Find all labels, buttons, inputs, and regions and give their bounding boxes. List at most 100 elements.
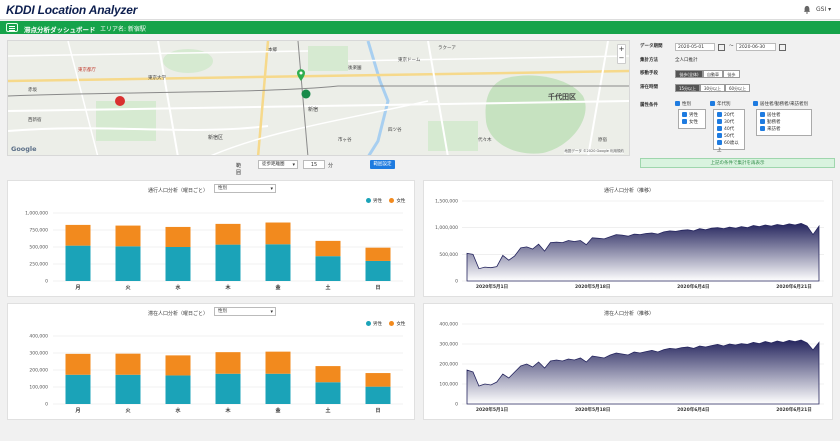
map-zoom-control[interactable]: + − — [617, 44, 626, 64]
y-tick-label: 0 — [455, 279, 458, 285]
bar-female — [65, 224, 91, 246]
age-option[interactable]: 60歳以上 — [717, 140, 739, 153]
map-label: 新宿区 — [208, 134, 223, 141]
age-option[interactable]: 20代 — [717, 112, 741, 119]
radius-mode-select[interactable]: 徒歩距離圏 — [258, 160, 298, 169]
radius-value-input[interactable]: 15 — [303, 160, 325, 169]
dashboard-title: 滞点分析ダッシュボード — [24, 26, 96, 34]
dashboard-header: 滞点分析ダッシュボード エリア名: 新宿駅 — [0, 21, 840, 34]
map-view[interactable]: 東京都庁 新宿 四ツ谷 千代田区 東京ドーム ラクーア 新宿区 本郷 東京大学 … — [7, 40, 630, 156]
x-tick-label: 2020年6月21日 — [776, 406, 811, 413]
chart-card-traffic-trend: 通行人口分析（推移） 0 500,000 1,000,000 1,500,000 202… — [423, 180, 833, 297]
x-tick-label: 金 — [274, 284, 281, 291]
zoom-in-icon[interactable]: + — [618, 45, 625, 53]
calendar-icon[interactable] — [779, 43, 786, 51]
age-option[interactable]: 50代 — [717, 133, 741, 140]
legend-dot — [366, 321, 371, 326]
y-tick-label: 400,000 — [439, 322, 458, 328]
legend-dot — [366, 198, 371, 203]
menu-icon[interactable] — [6, 23, 18, 32]
chart-plot: 0 100,000 200,000 300,000 400,000 月 火 水 木 金 土 日 — [29, 334, 403, 414]
chart-filter-select[interactable]: 性別 — [214, 184, 276, 193]
zoom-out-icon[interactable]: − — [618, 54, 625, 62]
x-tick-label: 火 — [125, 408, 131, 414]
y-tick-label: 0 — [455, 402, 458, 408]
y-tick-label: 200,000 — [439, 362, 458, 368]
stay-option-15[interactable]: 15分以上 — [675, 84, 700, 92]
bar-male — [65, 245, 91, 281]
x-tick-label: 日 — [375, 407, 380, 414]
gender-title[interactable]: 性別 — [675, 101, 691, 107]
age-option[interactable]: 40代 — [717, 126, 741, 133]
age-option[interactable]: 30代 — [717, 119, 741, 126]
bar-female — [365, 247, 391, 261]
resident-title[interactable]: 居住者/勤務者/来訪者別 — [753, 101, 808, 107]
x-tick-label: 月 — [74, 284, 80, 291]
transport-option-all[interactable]: 徒歩(全体) — [675, 70, 703, 78]
x-tick-label: 2020年6月21日 — [776, 283, 811, 290]
resident-option[interactable]: 来訪者 — [760, 126, 808, 133]
chart-title: 滞在人口分析（推移） — [604, 311, 655, 317]
transport-option-walk[interactable]: 徒歩 — [723, 70, 740, 78]
y-tick-label: 500,000 — [29, 245, 48, 251]
map-label: 西新宿 — [28, 116, 42, 123]
x-tick-label: 土 — [325, 284, 330, 291]
bar-female — [215, 223, 241, 245]
bar-male — [115, 374, 141, 404]
bar-male — [365, 260, 391, 281]
bar-male — [265, 373, 291, 404]
bar-female — [265, 222, 291, 245]
user-menu-button[interactable]: GSI ▾ — [816, 6, 832, 13]
bell-icon[interactable] — [803, 5, 811, 14]
age-title[interactable]: 年代別 — [710, 101, 731, 107]
transport-option-car[interactable]: 自動車 — [703, 70, 723, 78]
y-tick-label: 250,000 — [29, 262, 48, 268]
map-label: 赤坂 — [28, 86, 37, 93]
resident-option[interactable]: 勤務者 — [760, 119, 808, 126]
y-tick-label: 100,000 — [439, 382, 458, 388]
date-to-input[interactable]: 2020-06-30 — [736, 43, 776, 51]
stay-label: 滞在時間 — [640, 85, 658, 90]
checkbox-icon[interactable] — [710, 101, 715, 106]
set-range-button[interactable]: 範囲設定 — [370, 160, 395, 169]
date-label: データ期間 — [640, 44, 663, 49]
y-tick-label: 1,000,000 — [435, 225, 458, 231]
checkbox-icon[interactable] — [675, 101, 680, 106]
bar-male — [65, 374, 91, 404]
stay-option-30[interactable]: 30分以上 — [700, 84, 725, 92]
x-tick-label: 2020年6月4日 — [677, 406, 709, 413]
age-options: 20代 30代 40代 50代 60歳以上 — [713, 109, 745, 153]
map-label: 東京都庁 — [78, 66, 96, 73]
map-canvas[interactable]: 東京都庁 新宿 四ツ谷 千代田区 東京ドーム ラクーア 新宿区 本郷 東京大学 … — [8, 41, 630, 156]
checkbox-icon[interactable] — [753, 101, 758, 106]
recalculate-button[interactable]: 上記の条件で集計を再表示 — [640, 158, 835, 168]
y-tick-label: 0 — [45, 402, 48, 408]
bar-male — [315, 256, 341, 281]
chart-filter-select[interactable]: 性別 — [214, 307, 276, 316]
x-tick-label: 2020年5月1日 — [476, 406, 508, 413]
bar-female — [215, 352, 241, 374]
trend-area — [466, 339, 820, 405]
bar-female — [315, 366, 341, 383]
calendar-icon[interactable] — [718, 43, 725, 51]
x-tick-label: 木 — [224, 284, 231, 291]
x-tick-label: 土 — [325, 407, 330, 414]
gender-option[interactable]: 女性 — [682, 119, 702, 126]
gender-option[interactable]: 男性 — [682, 112, 702, 119]
chart-title: 通行人口分析（曜日ごと） — [148, 188, 209, 194]
bar-male — [265, 244, 291, 281]
bar-male — [315, 382, 341, 404]
map-copyright[interactable]: 地図データ ©2020 Google 利用規約 — [564, 149, 624, 154]
method-value: 全人口推計 — [675, 58, 698, 63]
bar-female — [365, 373, 391, 387]
chart-card-stay-weekday: 滞在人口分析（曜日ごと） 性別 男性 女性 0 100,000 200,000 300… — [7, 303, 415, 420]
gender-filter: 性別 男性 女性 — [675, 101, 706, 129]
map-label: 本郷 — [268, 46, 277, 53]
resident-option[interactable]: 居住者 — [760, 112, 808, 119]
x-tick-label: 火 — [125, 285, 131, 291]
app-logo[interactable]: KDDI Location Analyzer — [6, 3, 138, 17]
stay-option-60[interactable]: 60分以上 — [725, 84, 750, 92]
y-tick-label: 400,000 — [29, 334, 48, 340]
date-from-input[interactable]: 2020-05-01 — [675, 43, 715, 51]
top-bar: KDDI Location Analyzer GSI ▾ — [0, 0, 840, 20]
